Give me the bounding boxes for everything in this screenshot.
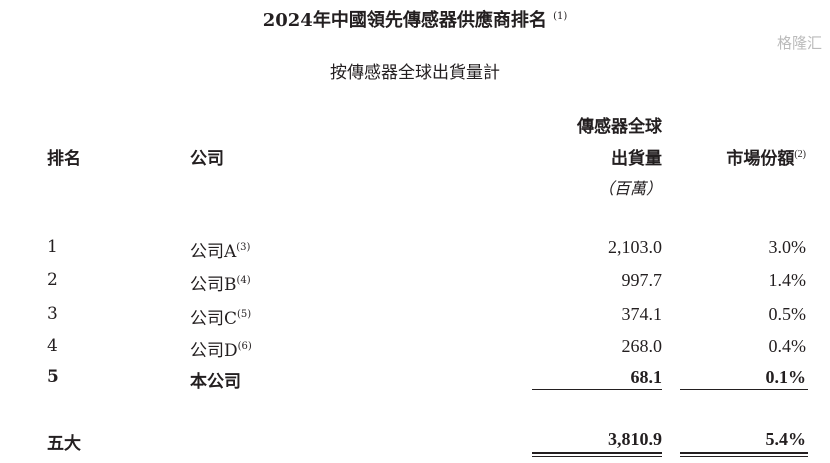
header-shipments: 傳感器全球 [577, 117, 662, 136]
rank: 4 [47, 336, 58, 356]
rank: 5 [47, 367, 59, 387]
total-share: 5.4% [765, 429, 807, 449]
header-rank: 排名 [47, 149, 81, 169]
rank: 2 [47, 270, 58, 290]
header-unit: （百萬） [597, 181, 662, 198]
header-share: 市場份額(2) [726, 149, 806, 168]
table-subtitle: 按傳感器全球出貨量計 [330, 63, 500, 83]
share: 3.0% [768, 237, 807, 257]
shipments: 374.1 [621, 304, 663, 324]
subtotal-line [532, 389, 662, 390]
company: 公司A(3) [190, 242, 251, 262]
shipments: 2,103.0 [608, 237, 662, 257]
company: 公司C(5) [190, 309, 252, 329]
company: 本公司 [190, 372, 241, 392]
company: 公司D(6) [190, 341, 252, 361]
subtotal-line [680, 389, 808, 390]
share: 1.4% [768, 270, 807, 290]
total-double-line [532, 452, 662, 457]
watermark: 格隆汇 [776, 34, 822, 52]
rank: 3 [47, 304, 58, 324]
company: 公司B(4) [190, 275, 251, 295]
shipments: 68.1 [630, 367, 663, 387]
shipments: 997.7 [621, 270, 663, 290]
total-double-line [680, 452, 808, 457]
total-shipments: 3,810.9 [608, 429, 662, 449]
share: 0.1% [765, 367, 807, 387]
share: 0.4% [768, 336, 807, 356]
header-company: 公司 [190, 149, 224, 169]
share: 0.5% [768, 304, 807, 324]
header-shipments-2: 出貨量 [611, 149, 662, 168]
total-label: 五大 [47, 434, 81, 454]
rank: 1 [47, 237, 58, 257]
shipments: 268.0 [621, 336, 663, 356]
table-title: 2024年中國領先傳感器供應商排名 (1) [262, 10, 568, 31]
